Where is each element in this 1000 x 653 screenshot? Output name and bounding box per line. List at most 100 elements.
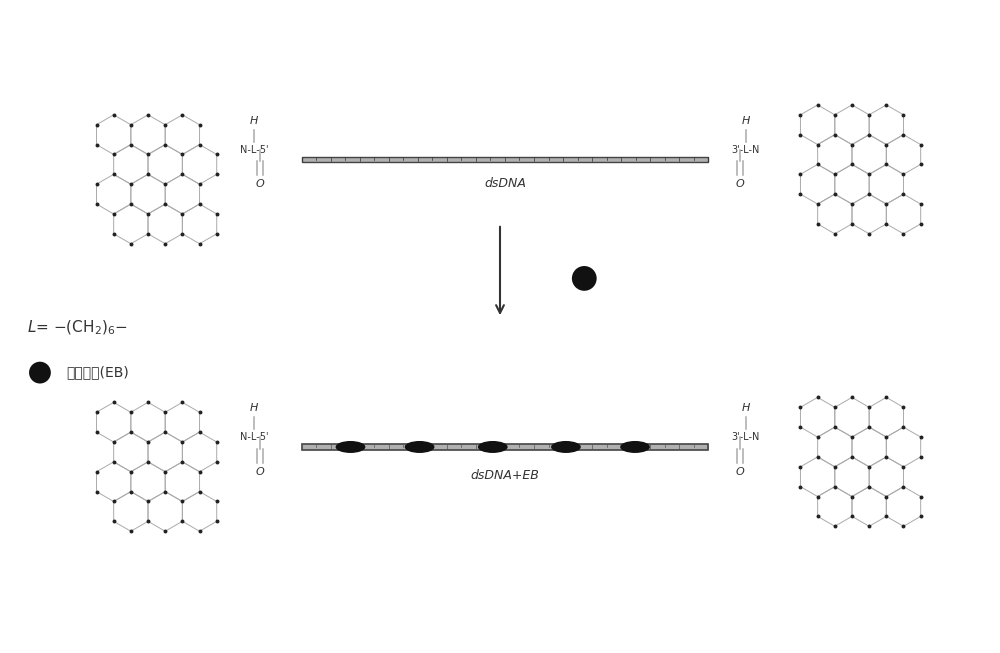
Text: O: O (736, 467, 744, 477)
Point (810, 139, 826, 150)
Polygon shape (835, 165, 869, 204)
Polygon shape (852, 194, 886, 234)
Point (157, 427, 173, 438)
Point (192, 139, 208, 150)
Point (209, 150, 225, 160)
Point (810, 199, 826, 209)
Point (192, 486, 208, 497)
Point (123, 427, 139, 438)
Polygon shape (886, 486, 921, 526)
Point (157, 486, 173, 497)
Polygon shape (165, 174, 200, 214)
Point (827, 189, 843, 199)
Point (861, 169, 877, 180)
Point (827, 521, 843, 532)
Point (878, 219, 894, 229)
Point (89, 179, 105, 189)
Polygon shape (148, 492, 182, 532)
Point (844, 491, 860, 502)
Point (913, 199, 929, 209)
Point (174, 516, 190, 526)
Text: $L$= $-$(CH$_2$)$_6$$-$: $L$= $-$(CH$_2$)$_6$$-$ (27, 319, 128, 337)
Polygon shape (818, 427, 852, 467)
Point (861, 229, 877, 239)
Point (792, 169, 808, 180)
Point (174, 397, 190, 407)
Polygon shape (131, 115, 165, 155)
Point (209, 437, 225, 447)
Point (792, 462, 808, 472)
Point (827, 129, 843, 140)
Polygon shape (114, 204, 148, 244)
Point (192, 526, 208, 537)
Text: N-L-5': N-L-5' (240, 144, 268, 155)
Point (792, 422, 808, 432)
Point (192, 466, 208, 477)
Point (89, 199, 105, 209)
Ellipse shape (572, 266, 597, 291)
Point (827, 110, 843, 120)
Text: 滅化乙锐(EB): 滅化乙锐(EB) (67, 366, 129, 379)
Point (861, 129, 877, 140)
Text: H: H (250, 404, 258, 413)
Point (861, 402, 877, 413)
Polygon shape (818, 194, 852, 234)
Point (174, 110, 190, 120)
Polygon shape (148, 204, 182, 244)
Polygon shape (165, 402, 200, 442)
Point (827, 402, 843, 413)
Point (844, 392, 860, 403)
Point (810, 219, 826, 229)
Point (174, 437, 190, 447)
Ellipse shape (620, 441, 650, 453)
Point (157, 119, 173, 130)
Point (827, 229, 843, 239)
Point (913, 159, 929, 170)
Point (123, 199, 139, 209)
Point (106, 150, 122, 160)
Polygon shape (97, 115, 131, 155)
Text: O: O (736, 180, 744, 189)
Ellipse shape (551, 441, 581, 453)
Point (157, 238, 173, 249)
Polygon shape (165, 115, 200, 155)
Ellipse shape (405, 441, 434, 453)
Polygon shape (835, 457, 869, 496)
Polygon shape (800, 398, 835, 437)
Polygon shape (835, 398, 869, 437)
Point (844, 452, 860, 462)
Polygon shape (852, 135, 886, 174)
Point (913, 511, 929, 522)
Polygon shape (886, 427, 921, 467)
Point (861, 462, 877, 472)
Point (810, 100, 826, 110)
Point (792, 110, 808, 120)
Point (106, 229, 122, 239)
Point (895, 169, 911, 180)
Point (792, 481, 808, 492)
Point (861, 481, 877, 492)
Point (89, 486, 105, 497)
Polygon shape (886, 194, 921, 234)
Point (878, 159, 894, 170)
Point (209, 456, 225, 467)
Point (844, 100, 860, 110)
Point (209, 169, 225, 180)
Point (810, 491, 826, 502)
Point (827, 462, 843, 472)
Point (792, 402, 808, 413)
Point (844, 219, 860, 229)
Point (861, 189, 877, 199)
Polygon shape (148, 432, 182, 471)
Point (157, 139, 173, 150)
Text: N-L-5': N-L-5' (240, 432, 268, 442)
Polygon shape (97, 462, 131, 502)
Text: H: H (742, 116, 750, 126)
Point (140, 516, 156, 526)
Point (810, 432, 826, 442)
Point (810, 392, 826, 403)
Polygon shape (182, 144, 217, 184)
Point (810, 159, 826, 170)
Text: 3'-L-N: 3'-L-N (732, 432, 760, 442)
Point (123, 139, 139, 150)
